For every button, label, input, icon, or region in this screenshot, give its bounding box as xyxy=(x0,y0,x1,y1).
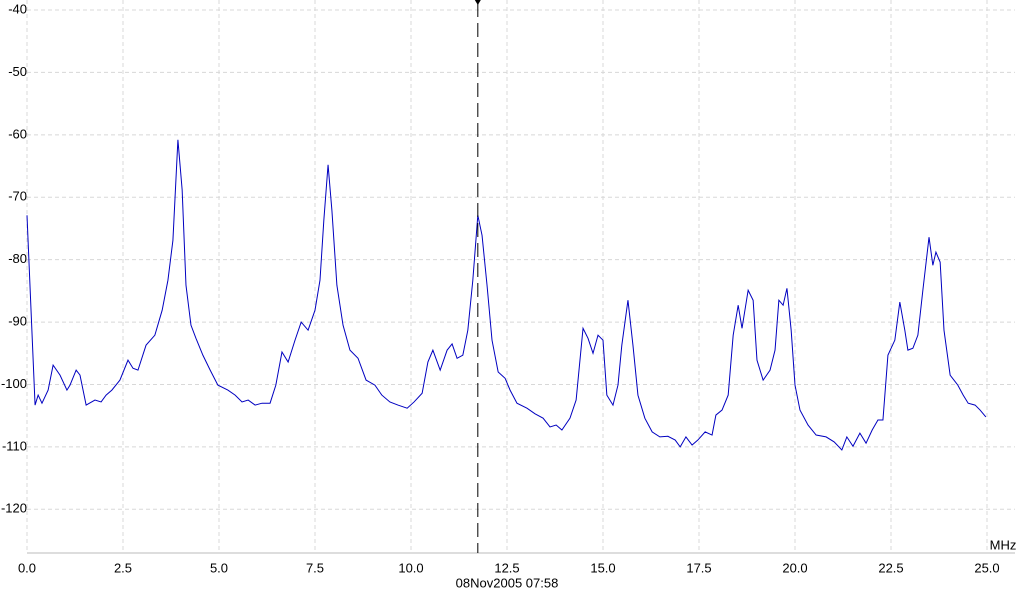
y-tick-label: -90 xyxy=(8,314,27,329)
spectrum-line xyxy=(26,139,987,451)
timestamp: 08Nov2005 07:58 xyxy=(456,575,559,590)
y-tick-label: -110 xyxy=(2,438,27,453)
y-tick-label: -100 xyxy=(1,376,27,391)
x-tick-label: 10.0 xyxy=(398,560,423,575)
y-tick-label: -70 xyxy=(8,189,27,204)
x-tick-label: 2.5 xyxy=(114,560,132,575)
x-tick-label: 7.5 xyxy=(306,560,324,575)
x-tick-label: 17.5 xyxy=(686,560,711,575)
marker-symbol xyxy=(474,0,481,5)
y-tick-label: -80 xyxy=(8,251,27,266)
x-unit: MHz xyxy=(990,537,1017,552)
x-tick-label: 22.5 xyxy=(878,560,903,575)
y-tick-label: -60 xyxy=(8,126,27,141)
x-tick-label: 0.0 xyxy=(18,560,36,575)
y-tick-label: -50 xyxy=(8,64,27,79)
y-tick-label: -40 xyxy=(8,1,27,16)
x-tick-label: 25.0 xyxy=(974,560,999,575)
x-tick-label: 20.0 xyxy=(782,560,807,575)
x-tick-label: 15.0 xyxy=(590,560,615,575)
x-tick-label: 12.5 xyxy=(494,560,519,575)
y-tick-label: -120 xyxy=(1,501,27,516)
x-tick-label: 5.0 xyxy=(210,560,228,575)
